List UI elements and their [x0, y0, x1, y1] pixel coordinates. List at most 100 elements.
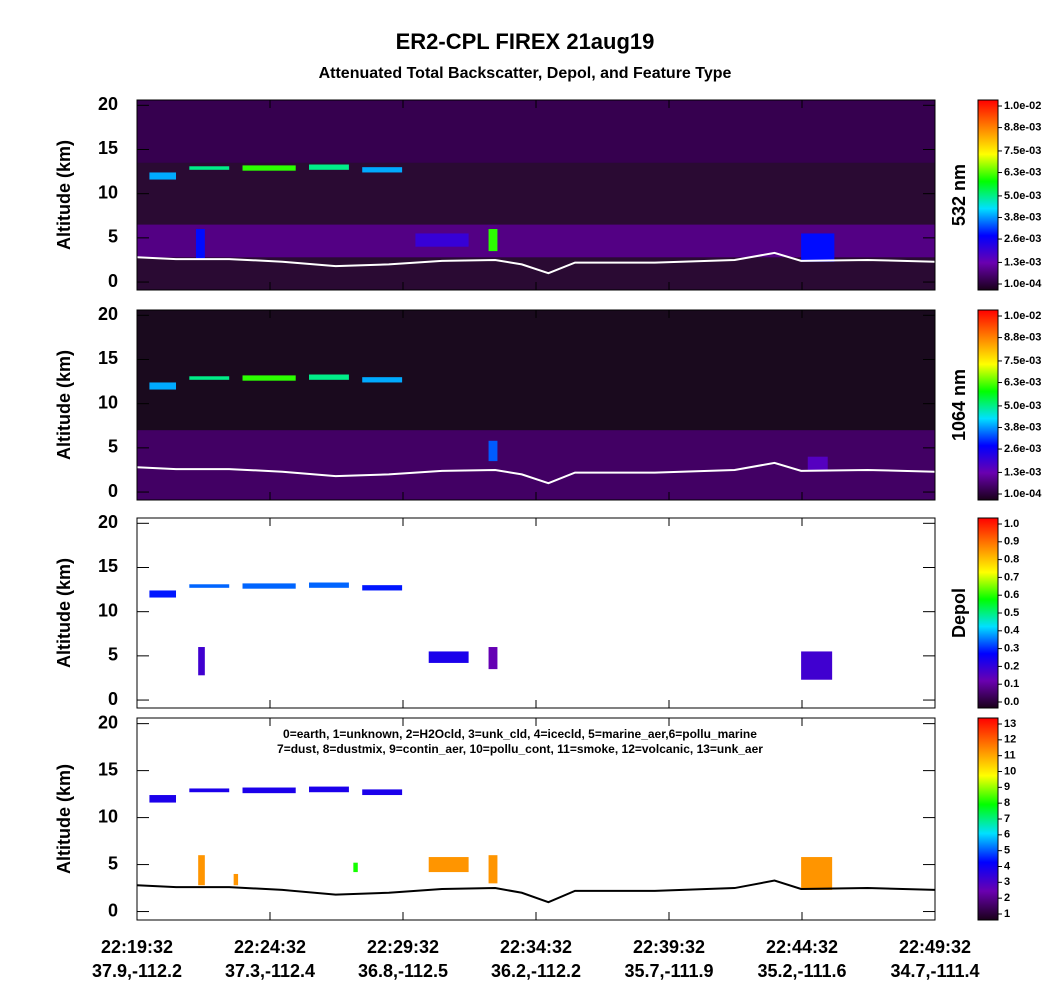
y-tick-label: 10	[98, 392, 118, 412]
y-axis-title: Altitude (km)	[54, 764, 74, 874]
colorbar-tick-label: 9	[1004, 781, 1010, 793]
feature	[242, 375, 296, 381]
colorbar-tick-label: 6	[1004, 829, 1010, 841]
colorbar-tick-label: 0.2	[1004, 660, 1019, 672]
colorbar-tick-label: 5.0e-03	[1004, 400, 1041, 412]
colorbar-tick-label: 2	[1004, 892, 1010, 904]
y-tick-label: 5	[108, 437, 118, 457]
feature	[137, 430, 935, 500]
feature	[189, 166, 230, 170]
colorbar-tick-label: 8.8e-03	[1004, 331, 1041, 343]
feature	[488, 855, 498, 884]
colorbar	[977, 517, 999, 709]
y-tick-label: 5	[108, 227, 118, 247]
feature	[242, 165, 296, 171]
colorbar	[977, 309, 999, 501]
y-tick-label: 0	[108, 271, 118, 291]
x-tick-coord: 37.3,-112.4	[225, 961, 315, 981]
feature	[801, 857, 833, 890]
plot-area	[137, 786, 935, 904]
x-tick-coord: 36.8,-112.5	[358, 961, 448, 981]
colorbar-tick-label: 0.3	[1004, 643, 1019, 655]
legend-text: 7=dust, 8=dustmix, 9=contin_aer, 10=poll…	[277, 742, 763, 756]
x-tick-coord: 34.7,-111.4	[890, 961, 979, 981]
feature	[488, 440, 498, 462]
colorbar-tick-label: 8	[1004, 797, 1010, 809]
y-tick-label: 10	[98, 182, 118, 202]
feature	[801, 233, 835, 262]
colorbar-tick-label: 1.3e-03	[1004, 466, 1041, 478]
surface-line	[137, 879, 935, 904]
feature	[309, 582, 349, 588]
feature	[362, 585, 403, 591]
feature	[415, 233, 469, 247]
x-tick-label: 22:49:32	[899, 937, 971, 957]
y-tick-label: 15	[98, 759, 118, 779]
colorbar-label: 532 nm	[949, 164, 969, 226]
feature	[149, 590, 177, 598]
colorbar-tick-label: 1	[1004, 908, 1010, 920]
feature	[428, 651, 469, 663]
colorbar-tick-label: 1.0e-02	[1004, 100, 1041, 112]
y-tick-label: 20	[98, 94, 118, 114]
y-tick-label: 15	[98, 348, 118, 368]
feature	[362, 377, 403, 383]
colorbar-tick-label: 2.6e-03	[1004, 443, 1041, 455]
y-axis-title: Altitude (km)	[54, 558, 74, 668]
x-tick-label: 22:24:32	[234, 937, 306, 957]
feature	[353, 862, 358, 873]
colorbar-tick-label: 4	[1004, 860, 1011, 872]
colorbar-tick-label: 1.0e-02	[1004, 310, 1041, 322]
colorbar-tick-label: 8.8e-03	[1004, 121, 1041, 133]
y-tick-label: 5	[108, 853, 118, 873]
feature	[195, 229, 205, 260]
feature	[488, 647, 498, 670]
colorbar-tick-label: 2.6e-03	[1004, 233, 1041, 245]
y-tick-label: 0	[108, 689, 118, 709]
y-tick-label: 20	[98, 304, 118, 324]
colorbar-tick-label: 1.0	[1004, 518, 1019, 530]
feature	[488, 229, 498, 252]
colorbar-tick-label: 0.6	[1004, 589, 1019, 601]
colorbar-tick-label: 3	[1004, 876, 1010, 888]
colorbar-tick-label: 3.8e-03	[1004, 211, 1041, 223]
feature	[189, 788, 230, 793]
y-tick-label: 15	[98, 556, 118, 576]
feature	[801, 651, 833, 680]
figure-title: ER2-CPL FIREX 21aug19	[396, 29, 655, 54]
feature	[309, 786, 349, 793]
feature	[362, 167, 403, 173]
feature	[137, 100, 935, 163]
feature	[242, 787, 296, 794]
feature	[242, 583, 296, 589]
x-tick-coord: 36.2,-112.2	[491, 961, 581, 981]
y-tick-label: 5	[108, 645, 118, 665]
x-tick-label: 22:29:32	[367, 937, 439, 957]
colorbar-tick-label: 10	[1004, 765, 1016, 777]
plot-area	[137, 374, 935, 500]
surface-line	[137, 461, 935, 485]
colorbar-tick-label: 1.0e-04	[1004, 488, 1042, 500]
colorbar-tick-label: 1.0e-04	[1004, 278, 1042, 290]
feature	[189, 376, 230, 380]
colorbar-tick-label: 7	[1004, 813, 1010, 825]
y-tick-label: 0	[108, 900, 118, 920]
colorbar	[977, 717, 999, 921]
x-tick-label: 22:39:32	[633, 937, 705, 957]
colorbar	[977, 99, 999, 291]
feature	[233, 873, 239, 886]
colorbar-tick-label: 12	[1004, 734, 1016, 746]
plot-area	[149, 582, 833, 680]
colorbar-tick-label: 11	[1004, 750, 1016, 762]
colorbar-tick-label: 1.3e-03	[1004, 256, 1041, 268]
x-tick-coord: 37.9,-112.2	[92, 961, 182, 981]
y-axis-title: Altitude (km)	[54, 140, 74, 250]
colorbar-tick-label: 0.4	[1004, 625, 1020, 637]
colorbar-tick-label: 0.7	[1004, 571, 1019, 583]
y-tick-label: 20	[98, 712, 118, 732]
colorbar-label: 1064 nm	[949, 369, 969, 441]
colorbar-tick-label: 0.1	[1004, 678, 1019, 690]
feature	[362, 789, 403, 796]
y-tick-label: 10	[98, 600, 118, 620]
feature	[807, 456, 828, 470]
